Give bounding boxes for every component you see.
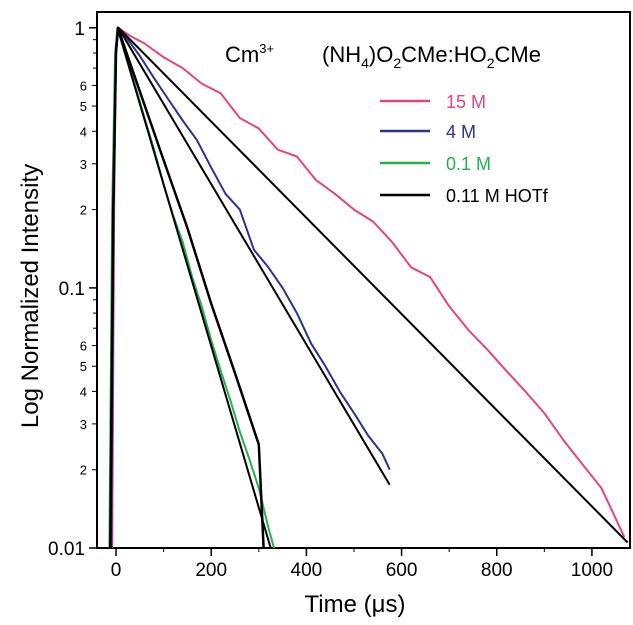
x-tick-label-600: 600 (386, 560, 418, 581)
y-minor-label-0.04: 4 (80, 384, 87, 399)
x-tick-label-200: 200 (195, 560, 227, 581)
fit-line-2 (116, 27, 272, 549)
x-axis-title: Time (μs) (305, 591, 406, 618)
y-minor-label-0.03: 3 (80, 417, 87, 432)
y-minor-label-0.3: 3 (80, 157, 87, 172)
fit-lines (116, 27, 629, 549)
ion-label: Cm3+ (225, 41, 274, 67)
plot-area-border (96, 11, 631, 549)
x-tick-label-400: 400 (291, 560, 323, 581)
medium-part4: CMe (495, 42, 541, 67)
x-tick-label-800: 800 (481, 560, 513, 581)
medium-part2: )O (369, 42, 393, 67)
medium-part3: CMe:HO (401, 42, 487, 67)
legend-label-15m: 15 M (446, 92, 486, 112)
series-line-2 (108, 26, 275, 549)
y-tick-label-1: 1 (74, 19, 85, 40)
fit-line-1 (117, 27, 391, 486)
y-minor-label-0.4: 4 (80, 124, 87, 139)
plot-frame (96, 11, 631, 549)
y-minor-label-0.6: 6 (80, 78, 87, 93)
axis-ticks: 0 200 400 600 800 1000 0.01 0.1 1 2 3 4 5 6 2 3 4 5 6 (48, 19, 613, 581)
y-minor-label-0.5: 5 (80, 99, 87, 114)
y-axis-title: Log Normalized Intensity (17, 164, 44, 428)
legend: 15 M 4 M 0.1 M 0.11 M HOTf (380, 92, 549, 206)
y-minor-label-0.05: 5 (80, 359, 87, 374)
series-line-1 (110, 26, 391, 549)
medium-label: (NH4)O2CMe:HO2CMe (322, 42, 541, 71)
y-minor-label-0.02: 2 (80, 463, 87, 478)
series-line-3 (109, 26, 265, 549)
medium-sub2: 2 (393, 55, 401, 71)
fit-line-0 (117, 27, 629, 544)
legend-label-4m: 4 M (446, 122, 476, 142)
legend-label-hotf: 0.11 M HOTf (446, 186, 549, 206)
legend-label-0-1m: 0.1 M (446, 154, 491, 174)
medium-part1: (NH (322, 42, 361, 67)
y-minor-label-0.06: 6 (80, 339, 87, 354)
y-minor-label-0.2: 2 (80, 203, 87, 218)
medium-sub1: 4 (361, 55, 369, 71)
x-tick-label-1000: 1000 (571, 560, 613, 581)
x-tick-label-0: 0 (111, 560, 122, 581)
series-line-0 (111, 26, 626, 549)
y-tick-label-0.1: 0.1 (59, 279, 85, 300)
y-tick-label-0.01: 0.01 (48, 539, 85, 560)
data-series (108, 26, 626, 549)
medium-sub3: 2 (487, 55, 495, 71)
ion-base: Cm (225, 42, 259, 67)
ion-superscript: 3+ (259, 41, 274, 56)
